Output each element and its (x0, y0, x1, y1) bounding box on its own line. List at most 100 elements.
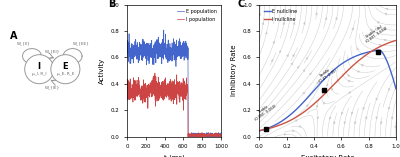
FancyArrowPatch shape (331, 88, 333, 90)
FancyArrowPatch shape (357, 48, 359, 50)
E population (214, 135, 219, 137)
FancyArrowPatch shape (306, 105, 308, 107)
I population (208, 133, 213, 135)
FancyArrowPatch shape (286, 54, 288, 57)
FancyArrowPatch shape (317, 117, 319, 119)
FancyArrowPatch shape (391, 117, 393, 119)
FancyArrowPatch shape (262, 22, 264, 24)
FancyArrowPatch shape (348, 80, 350, 82)
Text: Stable (ds)
(0.847, 0.644): Stable (ds) (0.847, 0.644) (363, 23, 388, 44)
FancyArrowPatch shape (306, 57, 308, 59)
FancyArrowPatch shape (394, 126, 396, 128)
E nullcline (376, 49, 381, 51)
Text: W_{EE}: W_{EE} (73, 41, 90, 45)
I nullcline (390, 41, 395, 42)
FancyArrowPatch shape (329, 117, 331, 119)
Y-axis label: Activity: Activity (99, 57, 105, 84)
I nullcline (394, 39, 398, 41)
E nullcline (329, 71, 334, 73)
FancyArrowPatch shape (336, 17, 337, 19)
FancyArrowPatch shape (370, 29, 372, 31)
FancyArrowPatch shape (349, 91, 351, 93)
FancyArrowPatch shape (374, 49, 376, 51)
I nullcline (331, 84, 336, 86)
FancyArrowPatch shape (352, 28, 354, 30)
I population (194, 138, 199, 139)
I population (202, 134, 206, 136)
FancyArrowPatch shape (388, 88, 390, 91)
FancyArrowPatch shape (265, 32, 267, 34)
FancyArrowPatch shape (379, 44, 381, 46)
FancyArrowPatch shape (354, 122, 356, 124)
E nullcline (350, 57, 355, 58)
Circle shape (51, 55, 80, 84)
Text: E: E (62, 62, 68, 71)
I population (124, 85, 129, 87)
E nullcline (298, 105, 302, 107)
FancyArrowPatch shape (344, 122, 346, 124)
E population (124, 51, 129, 53)
I nullcline (338, 76, 343, 78)
FancyArrowPatch shape (303, 92, 305, 94)
I population (144, 93, 148, 95)
Text: W_{IE}: W_{IE} (45, 85, 60, 89)
Text: C: C (238, 0, 245, 9)
Y-axis label: Inhibitory Rate: Inhibitory Rate (232, 45, 238, 96)
I population (152, 72, 157, 74)
FancyArrowPatch shape (380, 122, 382, 124)
FancyArrowPatch shape (325, 17, 327, 19)
Text: B: B (108, 0, 116, 9)
I nullcline (257, 130, 262, 131)
FancyArrowPatch shape (273, 41, 275, 43)
FancyArrowPatch shape (326, 84, 328, 86)
FancyArrowPatch shape (299, 125, 301, 127)
I population (218, 135, 223, 137)
FancyArrowPatch shape (303, 70, 305, 72)
I nullcline (322, 93, 327, 95)
FancyArrowPatch shape (384, 39, 386, 41)
E population (161, 29, 166, 31)
FancyArrowPatch shape (384, 29, 386, 30)
FancyArrowPatch shape (366, 117, 367, 119)
FancyArrowPatch shape (386, 8, 388, 10)
FancyArrowPatch shape (316, 82, 318, 84)
E population (218, 133, 223, 135)
FancyArrowPatch shape (363, 107, 365, 110)
FancyArrowPatch shape (361, 65, 363, 66)
FancyArrowPatch shape (292, 54, 294, 57)
FancyArrowPatch shape (341, 112, 343, 114)
Text: I: I (38, 62, 41, 71)
FancyArrowPatch shape (273, 17, 275, 19)
E nullcline (285, 116, 290, 118)
E nullcline (363, 52, 368, 54)
FancyArrowPatch shape (297, 66, 299, 68)
I nullcline (369, 51, 374, 52)
FancyArrowPatch shape (348, 75, 350, 77)
Legend: E nullcline, I nullcline: E nullcline, I nullcline (262, 7, 300, 23)
FancyArrowPatch shape (316, 13, 318, 15)
Line: E nullcline: E nullcline (259, 50, 396, 131)
FancyArrowPatch shape (333, 122, 335, 124)
E nullcline (394, 88, 398, 90)
I population (130, 95, 135, 97)
Text: Saddle
(0.47, 0.35): Saddle (0.47, 0.35) (315, 65, 337, 84)
FancyArrowPatch shape (271, 60, 273, 62)
FancyArrowPatch shape (316, 105, 318, 107)
Text: μ_I, R_I: μ_I, R_I (32, 72, 46, 76)
Text: Stable
(0.050, 0.060): Stable (0.050, 0.060) (252, 100, 278, 122)
FancyArrowPatch shape (295, 120, 297, 122)
Circle shape (25, 55, 54, 84)
E population (130, 50, 135, 52)
Text: A: A (10, 31, 18, 41)
X-axis label: Excitatory Rate: Excitatory Rate (301, 155, 354, 157)
I nullcline (323, 92, 328, 94)
Line: E population: E population (127, 30, 221, 138)
FancyArrowPatch shape (259, 13, 261, 15)
Text: W_{II}: W_{II} (16, 41, 30, 45)
FancyArrowPatch shape (385, 13, 387, 15)
FancyArrowPatch shape (279, 50, 281, 52)
FancyArrowPatch shape (377, 22, 380, 24)
Text: W_{EI}: W_{EI} (45, 49, 60, 53)
I population (214, 133, 219, 135)
E population (208, 135, 213, 137)
